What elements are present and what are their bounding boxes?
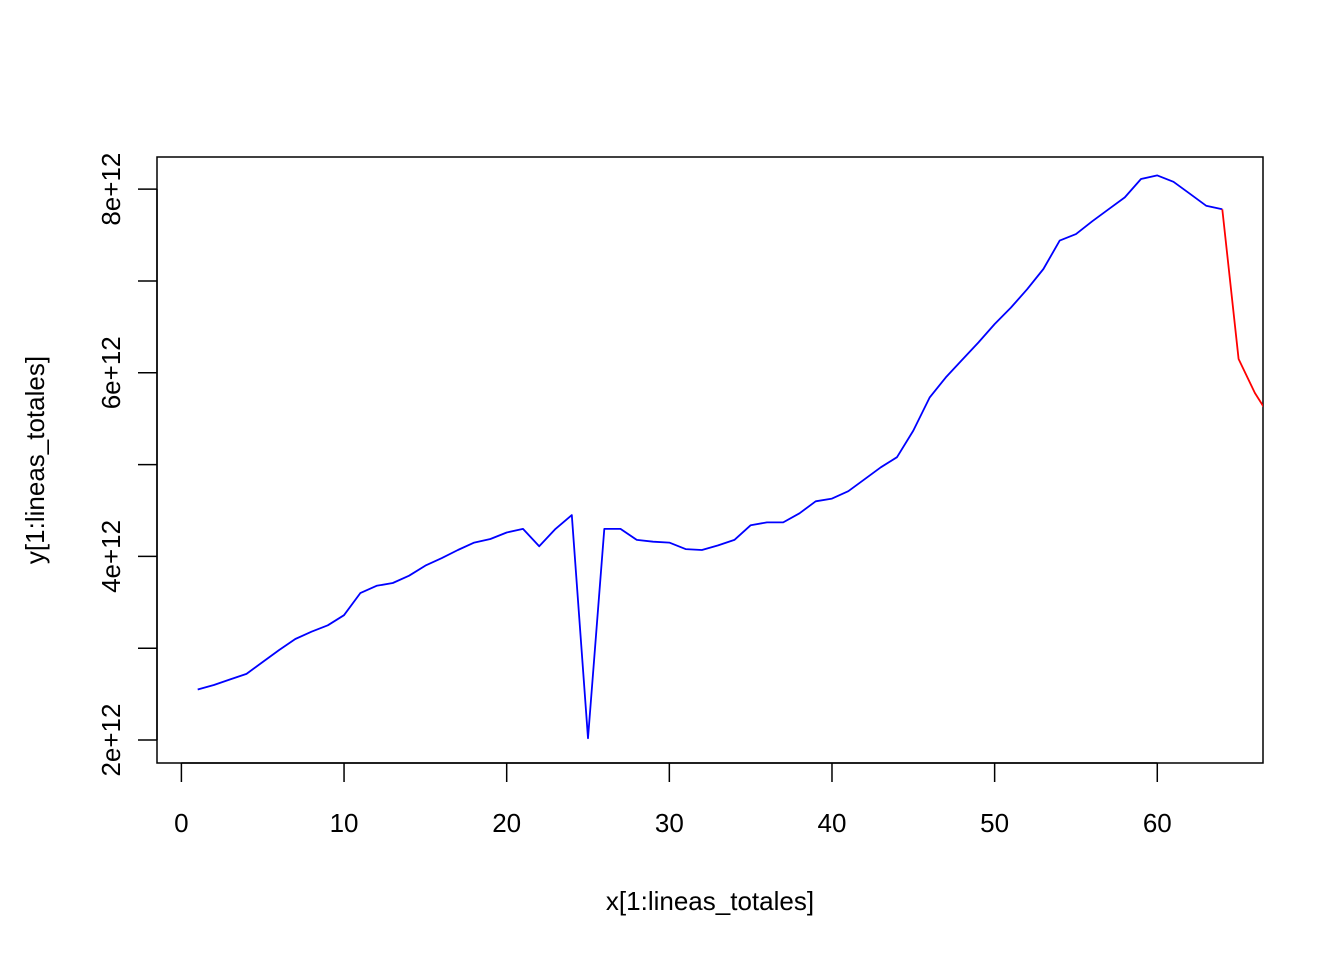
- x-tick-label: 20: [492, 808, 521, 838]
- y-tick-label: 4e+12: [96, 520, 126, 593]
- series-line-1: [197, 174, 1223, 740]
- y-axis-title: y[1:lineas_totales]: [20, 356, 50, 564]
- series-layer: [197, 174, 1263, 740]
- y-tick-label: 6e+12: [96, 336, 126, 409]
- x-tick-label: 50: [980, 808, 1009, 838]
- x-tick-label: 60: [1143, 808, 1172, 838]
- series-line-2: [1221, 209, 1263, 408]
- y-tick-label: 8e+12: [96, 153, 126, 226]
- x-axis: 0 10 20 30 40 50 60: [174, 762, 1172, 838]
- x-tick-label: 0: [174, 808, 188, 838]
- y-axis: 2e+12 4e+12 6e+12 8e+12: [96, 153, 158, 777]
- y-tick-label: 2e+12: [96, 704, 126, 777]
- x-tick-label: 30: [655, 808, 684, 838]
- plot-frame: [156, 156, 1264, 764]
- x-axis-title: x[1:lineas_totales]: [606, 886, 814, 916]
- x-tick-label: 40: [818, 808, 847, 838]
- x-tick-label: 10: [330, 808, 359, 838]
